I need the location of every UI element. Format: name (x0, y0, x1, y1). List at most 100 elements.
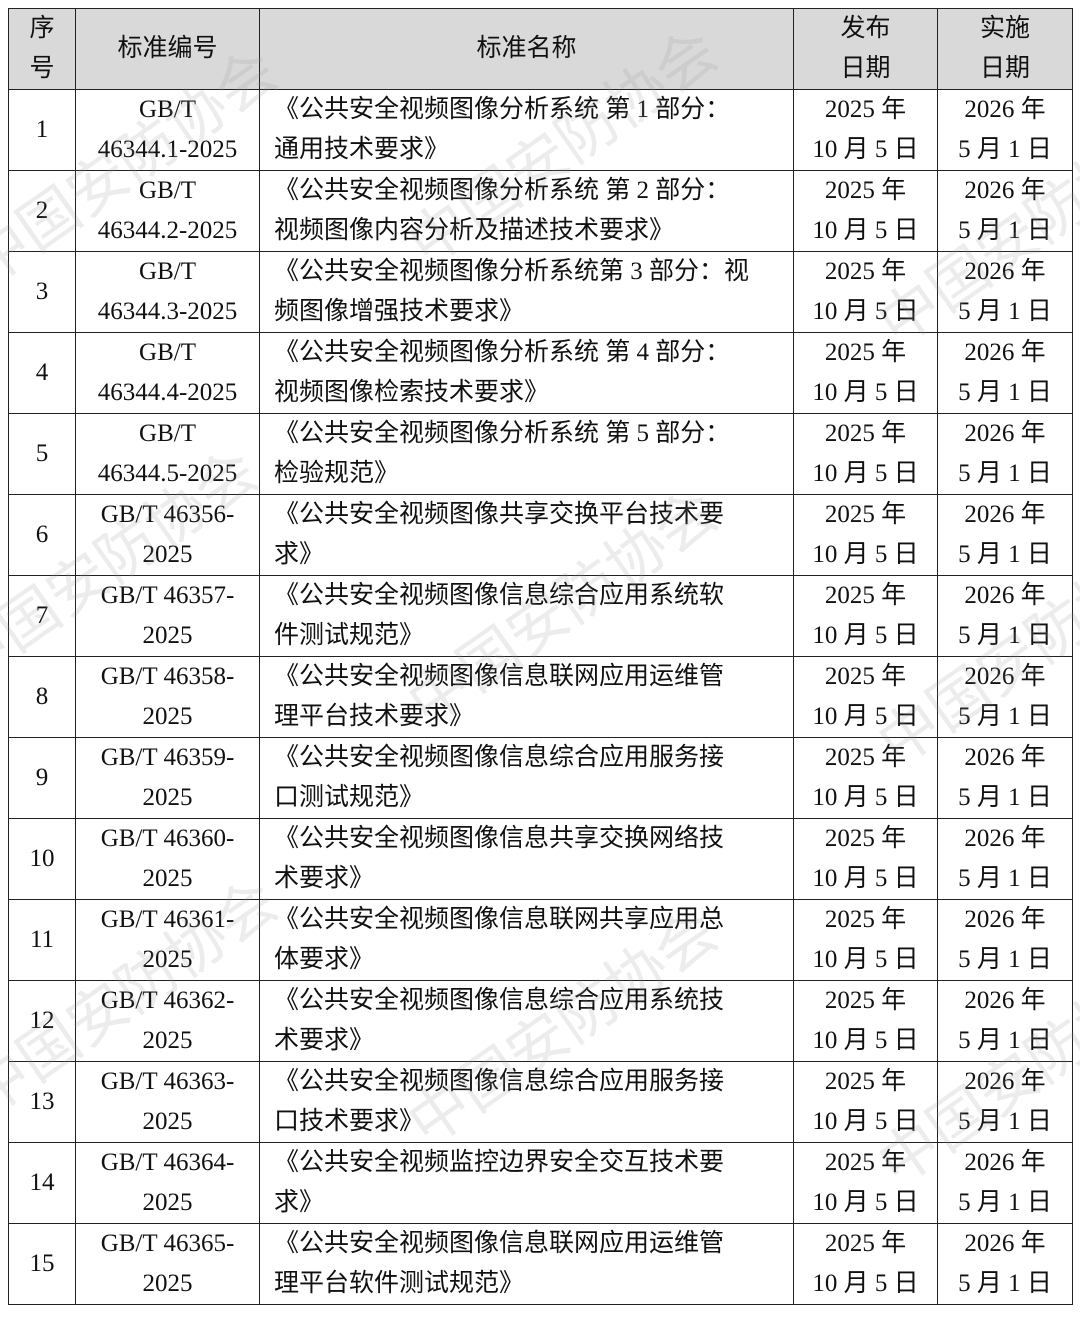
publish-date-line: 10 月 5 日 (812, 1108, 919, 1135)
standard-code-line: 2025 (142, 703, 193, 730)
standard-name: 《公共安全视频图像分析系统 第 4 部分： 视频图像检索技术要求》 (259, 332, 794, 414)
effective-date: 2026 年 5 月 1 日 (937, 494, 1073, 576)
header-code: 标准编号 (75, 8, 260, 90)
standard-code-line: 46344.1-2025 (97, 136, 238, 163)
publish-date: 2025 年 10 月 5 日 (793, 1223, 938, 1305)
table-row: 13 GB/T 46363- 2025 《公共安全视频图像信息综合应用服务接 口技术要求… (8, 1061, 1073, 1143)
publish-date-line: 10 月 5 日 (812, 298, 919, 325)
effective-date-line: 5 月 1 日 (958, 1108, 1052, 1135)
standard-code-line: GB/T 46359- (100, 744, 235, 771)
publish-date-line: 2025 年 (824, 582, 907, 609)
publish-date: 2025 年 10 月 5 日 (793, 575, 938, 657)
standard-code: GB/T 46344.1-2025 (75, 89, 260, 171)
header-index: 序号 (8, 8, 76, 90)
publish-date-line: 10 月 5 日 (812, 541, 919, 568)
effective-date-line: 5 月 1 日 (958, 541, 1052, 568)
row-number-line: 2 (35, 197, 49, 224)
standard-name: 《公共安全视频图像分析系统 第 5 部分： 检验规范》 (259, 413, 794, 495)
standard-name-line: 频图像增强技术要求》 (274, 298, 525, 325)
effective-date-line: 2026 年 (964, 1230, 1046, 1257)
publish-date-line: 2025 年 (824, 1230, 907, 1257)
table-row: 8 GB/T 46358- 2025 《公共安全视频图像信息联网应用运维管 理平台技术要… (8, 656, 1073, 738)
publish-date: 2025 年 10 月 5 日 (793, 980, 938, 1062)
row-number: 14 (8, 1142, 76, 1224)
row-number: 12 (8, 980, 76, 1062)
standard-name-line: 体要求》 (274, 946, 375, 973)
standard-code-line: 2025 (142, 1189, 193, 1216)
publish-date: 2025 年 10 月 5 日 (793, 1061, 938, 1143)
effective-date: 2026 年 5 月 1 日 (937, 818, 1073, 900)
effective-date-line: 2026 年 (964, 1149, 1046, 1176)
standard-name-line: 《公共安全视频图像信息联网共享应用总 (274, 906, 725, 933)
standard-code-line: 2025 (142, 1027, 193, 1054)
effective-date-line: 5 月 1 日 (958, 217, 1052, 244)
publish-date-line: 10 月 5 日 (812, 865, 919, 892)
effective-date: 2026 年 5 月 1 日 (937, 980, 1073, 1062)
header-publish-line: 发布 (840, 15, 891, 42)
publish-date: 2025 年 10 月 5 日 (793, 332, 938, 414)
standard-name: 《公共安全视频图像信息综合应用服务接 口测试规范》 (259, 737, 794, 819)
standard-name-line: 件测试规范》 (274, 622, 425, 649)
header-effective-line: 实施 (979, 15, 1030, 42)
effective-date-line: 2026 年 (964, 744, 1046, 771)
standard-code: GB/T 46365- 2025 (75, 1223, 260, 1305)
effective-date: 2026 年 5 月 1 日 (937, 251, 1073, 333)
standard-name-line: 理平台技术要求》 (274, 703, 475, 730)
header-row: 序号 标准编号 标准名称 发布 日期 实施 日期 (8, 8, 1073, 90)
row-number-line: 15 (29, 1250, 55, 1277)
row-number: 13 (8, 1061, 76, 1143)
effective-date-line: 5 月 1 日 (958, 1027, 1052, 1054)
standard-name: 《公共安全视频图像信息共享交换网络技 术要求》 (259, 818, 794, 900)
standard-name-line: 《公共安全视频图像信息综合应用系统技 (274, 987, 725, 1014)
standard-code-line: 2025 (142, 1270, 193, 1297)
standard-name: 《公共安全视频图像分析系统第 3 部分：视 频图像增强技术要求》 (259, 251, 794, 333)
row-number-line: 10 (29, 845, 55, 872)
standard-name: 《公共安全视频图像信息联网应用运维管 理平台软件测试规范》 (259, 1223, 794, 1305)
publish-date-line: 2025 年 (824, 258, 907, 285)
standard-code-line: GB/T 46362- (100, 987, 235, 1014)
standard-name-line: 《公共安全视频图像分析系统 第 1 部分： (274, 96, 731, 123)
effective-date-line: 5 月 1 日 (958, 946, 1052, 973)
table-row: 10 GB/T 46360- 2025 《公共安全视频图像信息共享交换网络技 术要求》 2… (8, 818, 1073, 900)
row-number-line: 13 (29, 1088, 55, 1115)
standard-code-line: 2025 (142, 541, 193, 568)
standard-name-line: 《公共安全视频图像信息综合应用系统软 (274, 582, 725, 609)
table-row: 5 GB/T 46344.5-2025 《公共安全视频图像分析系统 第 5 部分： 检验… (8, 413, 1073, 495)
standard-name-line: 《公共安全视频图像分析系统 第 4 部分： (274, 339, 731, 366)
header-index-line: 序 (29, 15, 55, 42)
publish-date-line: 2025 年 (824, 177, 907, 204)
standard-name-line: 《公共安全视频图像信息联网应用运维管 (274, 1230, 725, 1257)
standard-code-line: 2025 (142, 784, 193, 811)
effective-date-line: 5 月 1 日 (958, 379, 1052, 406)
standard-name-line: 检验规范》 (274, 460, 400, 487)
standard-name: 《公共安全视频图像信息联网应用运维管 理平台技术要求》 (259, 656, 794, 738)
standard-code: GB/T 46360- 2025 (75, 818, 260, 900)
header-publish-line: 日期 (840, 55, 891, 82)
publish-date-line: 2025 年 (824, 987, 907, 1014)
publish-date-line: 2025 年 (824, 1149, 907, 1176)
effective-date-line: 5 月 1 日 (958, 1270, 1052, 1297)
row-number-line: 3 (35, 278, 49, 305)
standard-name-line: 口测试规范》 (274, 784, 425, 811)
effective-date: 2026 年 5 月 1 日 (937, 1142, 1073, 1224)
standard-name-line: 求》 (274, 1189, 325, 1216)
standards-table: 序号 标准编号 标准名称 发布 日期 实施 日期 1 GB/T 46344.1-2025… (8, 8, 1073, 1305)
publish-date-line: 10 月 5 日 (812, 703, 919, 730)
standard-name: 《公共安全视频图像信息综合应用服务接 口技术要求》 (259, 1061, 794, 1143)
standard-name-line: 《公共安全视频图像共享交换平台技术要 (274, 501, 725, 528)
row-number-line: 9 (35, 764, 49, 791)
standard-code-line: 46344.5-2025 (97, 460, 238, 487)
standard-name: 《公共安全视频图像共享交换平台技术要 求》 (259, 494, 794, 576)
publish-date: 2025 年 10 月 5 日 (793, 251, 938, 333)
publish-date: 2025 年 10 月 5 日 (793, 494, 938, 576)
publish-date: 2025 年 10 月 5 日 (793, 818, 938, 900)
row-number-line: 7 (35, 602, 49, 629)
table-row: 14 GB/T 46364- 2025 《公共安全视频监控边界安全交互技术要 求》 202… (8, 1142, 1073, 1224)
standard-code: GB/T 46356- 2025 (75, 494, 260, 576)
standard-code: GB/T 46344.4-2025 (75, 332, 260, 414)
standard-name-line: 《公共安全视频图像分析系统第 3 部分：视 (274, 258, 750, 285)
standard-name-line: 《公共安全视频图像信息综合应用服务接 (274, 744, 725, 771)
standard-code: GB/T 46363- 2025 (75, 1061, 260, 1143)
standard-code-line: 2025 (142, 946, 193, 973)
table-row: 1 GB/T 46344.1-2025 《公共安全视频图像分析系统 第 1 部分： 通用… (8, 89, 1073, 171)
